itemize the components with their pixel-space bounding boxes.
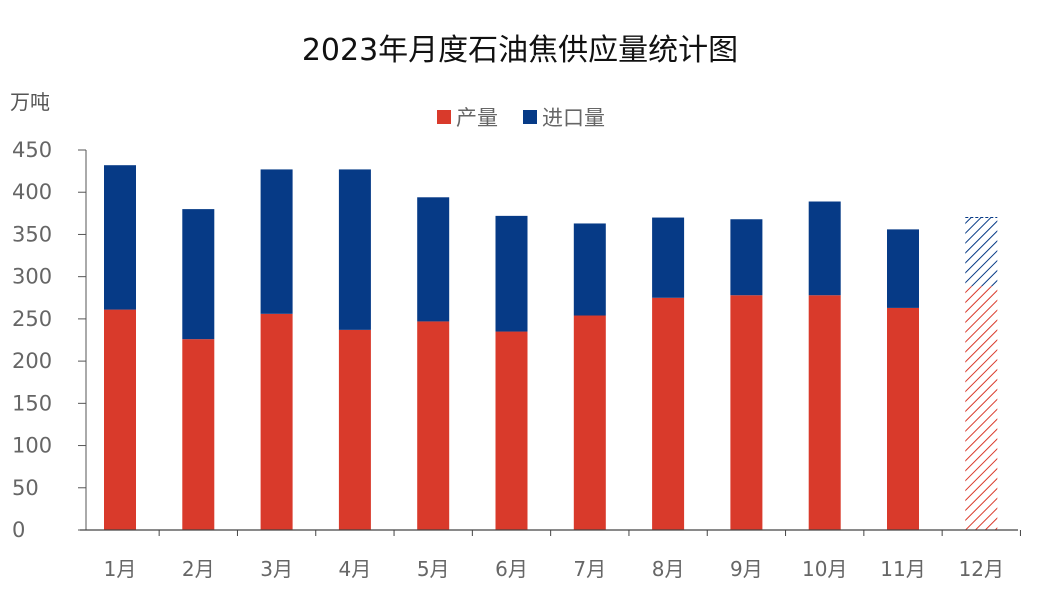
bar-production — [417, 321, 450, 530]
x-tick-label: 9月 — [730, 557, 763, 581]
x-tick-label: 6月 — [495, 557, 528, 581]
legend-label-import: 进口量 — [542, 106, 605, 130]
chart-title: 2023年月度石油焦供应量统计图 — [302, 33, 738, 68]
bar-production — [182, 339, 215, 530]
bar-import — [260, 169, 293, 314]
legend-label-production: 产量 — [456, 106, 498, 130]
bar-production — [808, 295, 841, 530]
x-tick-label: 1月 — [104, 557, 137, 581]
bar-production — [652, 297, 685, 530]
bar-production — [730, 295, 763, 530]
x-axis: 1月 2月 3月 4月 5月 6月 7月 8月 9月 10月 11月 12月 — [104, 530, 1021, 581]
x-tick-label: 7月 — [573, 557, 606, 581]
x-tick-label: 2月 — [182, 557, 215, 581]
x-tick-label: 4月 — [339, 557, 372, 581]
y-tick-label: 400 — [12, 180, 52, 204]
bar-import — [495, 215, 528, 332]
y-tick-label: 350 — [12, 222, 52, 246]
bar-import — [338, 169, 371, 330]
bar-import — [573, 223, 606, 316]
y-tick-label: 0 — [12, 518, 25, 542]
bar-import — [652, 217, 685, 298]
x-tick-label: 10月 — [802, 557, 847, 581]
bar-import — [182, 209, 215, 340]
y-tick-label: 50 — [12, 476, 39, 500]
legend: 产量 进口量 — [437, 106, 605, 130]
bars — [104, 165, 998, 530]
bar-production — [338, 329, 371, 530]
y-tick-label: 200 — [12, 349, 52, 373]
bar-pending-production — [965, 286, 998, 530]
x-tick-label: 8月 — [652, 557, 685, 581]
bar-import — [887, 229, 919, 308]
bar-production — [887, 307, 919, 530]
bar-import — [808, 201, 841, 296]
bar-production — [573, 315, 606, 530]
legend-swatch-import — [523, 110, 537, 124]
y-axis: 0 50 100 150 200 250 300 350 400 450 — [12, 138, 87, 542]
legend-swatch-production — [437, 110, 451, 124]
y-tick-label: 450 — [12, 138, 52, 162]
bar-production — [104, 309, 136, 530]
y-axis-unit-label: 万吨 — [10, 90, 50, 114]
bar-import — [730, 219, 763, 296]
y-tick-label: 150 — [12, 391, 52, 415]
x-tick-label: 12月 — [959, 557, 1004, 581]
y-tick-label: 250 — [12, 307, 52, 331]
x-tick-label: 3月 — [260, 557, 293, 581]
x-tick-label: 11月 — [880, 557, 925, 581]
bar-production — [495, 331, 528, 530]
bar-import — [104, 165, 136, 310]
bar-production — [260, 313, 293, 530]
y-tick-label: 300 — [12, 265, 52, 289]
bar-pending-import — [965, 217, 998, 287]
y-tick-label: 100 — [12, 434, 52, 458]
x-tick-label: 5月 — [417, 557, 450, 581]
bar-import — [417, 197, 450, 322]
